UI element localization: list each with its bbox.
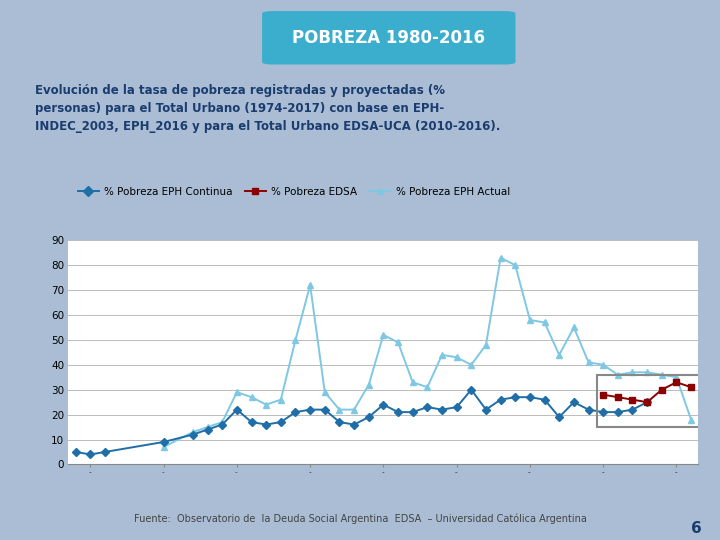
% Pobreza EDSA bbox=[613, 394, 622, 401]
Bar bbox=[598, 375, 703, 427]
% Pobreza EPH Actual bbox=[613, 372, 622, 378]
Legend: % Pobreza EPH Continua, % Pobreza EDSA, % Pobreza EPH Actual: % Pobreza EPH Continua, % Pobreza EDSA, … bbox=[73, 183, 514, 201]
% Pobreza EPH Continua bbox=[291, 409, 300, 415]
% Pobreza EPH Actual bbox=[657, 372, 666, 378]
% Pobreza EPH Actual bbox=[423, 384, 432, 390]
% Pobreza EDSA bbox=[657, 387, 666, 393]
% Pobreza EPH Actual bbox=[350, 407, 359, 413]
% Pobreza EPH Actual bbox=[570, 324, 578, 330]
% Pobreza EDSA bbox=[628, 396, 636, 403]
% Pobreza EPH Continua bbox=[496, 396, 505, 403]
Text: Evolución de la tasa de pobreza registradas y proyectadas (%
personas) para el T: Evolución de la tasa de pobreza registra… bbox=[35, 84, 500, 133]
% Pobreza EPH Continua bbox=[86, 451, 95, 458]
% Pobreza EPH Actual bbox=[203, 424, 212, 430]
% Pobreza EPH Actual bbox=[262, 401, 271, 408]
% Pobreza EPH Actual bbox=[438, 352, 446, 358]
% Pobreza EPH Actual bbox=[291, 336, 300, 343]
% Pobreza EPH Continua bbox=[350, 421, 359, 428]
% Pobreza EPH Continua bbox=[628, 407, 636, 413]
% Pobreza EPH Continua bbox=[233, 407, 241, 413]
% Pobreza EPH Continua bbox=[467, 387, 476, 393]
% Pobreza EPH Continua bbox=[408, 409, 417, 415]
% Pobreza EDSA bbox=[643, 399, 652, 406]
% Pobreza EPH Continua bbox=[526, 394, 534, 401]
% Pobreza EPH Continua bbox=[599, 409, 608, 415]
% Pobreza EPH Continua bbox=[159, 438, 168, 445]
% Pobreza EPH Actual bbox=[320, 389, 329, 395]
% Pobreza EPH Continua bbox=[71, 449, 80, 455]
% Pobreza EPH Actual bbox=[496, 254, 505, 261]
% Pobreza EPH Continua bbox=[247, 419, 256, 426]
% Pobreza EPH Actual bbox=[335, 407, 343, 413]
% Pobreza EPH Continua bbox=[276, 419, 285, 426]
% Pobreza EPH Actual bbox=[394, 339, 402, 346]
% Pobreza EPH Continua bbox=[335, 419, 343, 426]
% Pobreza EPH Continua bbox=[613, 409, 622, 415]
% Pobreza EPH Continua bbox=[379, 401, 387, 408]
% Pobreza EPH Continua bbox=[101, 449, 109, 455]
% Pobreza EPH Continua bbox=[540, 396, 549, 403]
% Pobreza EPH Actual bbox=[555, 352, 564, 358]
% Pobreza EPH Actual bbox=[467, 362, 476, 368]
Text: 6: 6 bbox=[691, 521, 702, 536]
% Pobreza EPH Continua bbox=[570, 399, 578, 406]
% Pobreza EPH Actual bbox=[218, 419, 227, 426]
% Pobreza EPH Actual bbox=[672, 374, 680, 381]
% Pobreza EPH Actual bbox=[643, 369, 652, 375]
% Pobreza EPH Actual bbox=[159, 444, 168, 450]
% Pobreza EPH Continua bbox=[423, 404, 432, 410]
% Pobreza EPH Actual bbox=[276, 396, 285, 403]
Line: % Pobreza EPH Continua: % Pobreza EPH Continua bbox=[73, 387, 650, 457]
% Pobreza EPH Continua bbox=[394, 409, 402, 415]
% Pobreza EPH Actual bbox=[526, 317, 534, 323]
Text: Fuente:  Observatorio de  la Deuda Social Argentina  EDSA  – Universidad Católic: Fuente: Observatorio de la Deuda Social … bbox=[134, 513, 586, 524]
% Pobreza EPH Actual bbox=[247, 394, 256, 401]
% Pobreza EPH Actual bbox=[599, 362, 608, 368]
Text: POBREZA 1980-2016: POBREZA 1980-2016 bbox=[292, 29, 485, 47]
% Pobreza EPH Continua bbox=[218, 421, 227, 428]
% Pobreza EPH Continua bbox=[262, 421, 271, 428]
% Pobreza EPH Continua bbox=[511, 394, 520, 401]
Line: % Pobreza EPH Actual: % Pobreza EPH Actual bbox=[161, 254, 694, 450]
% Pobreza EDSA bbox=[599, 392, 608, 398]
% Pobreza EPH Continua bbox=[584, 407, 593, 413]
Line: % Pobreza EDSA: % Pobreza EDSA bbox=[600, 379, 695, 406]
% Pobreza EPH Actual bbox=[364, 381, 373, 388]
% Pobreza EDSA bbox=[672, 379, 680, 386]
% Pobreza EPH Continua bbox=[452, 404, 461, 410]
% Pobreza EPH Actual bbox=[452, 354, 461, 361]
% Pobreza EPH Continua bbox=[189, 431, 197, 438]
% Pobreza EPH Continua bbox=[643, 399, 652, 406]
% Pobreza EPH Continua bbox=[555, 414, 564, 420]
% Pobreza EPH Continua bbox=[306, 407, 315, 413]
% Pobreza EPH Actual bbox=[628, 369, 636, 375]
% Pobreza EPH Continua bbox=[482, 407, 490, 413]
% Pobreza EPH Actual bbox=[408, 379, 417, 386]
% Pobreza EPH Actual bbox=[379, 332, 387, 338]
% Pobreza EPH Actual bbox=[687, 416, 696, 423]
% Pobreza EPH Continua bbox=[438, 407, 446, 413]
% Pobreza EPH Actual bbox=[482, 342, 490, 348]
% Pobreza EPH Continua bbox=[320, 407, 329, 413]
% Pobreza EPH Actual bbox=[233, 389, 241, 395]
% Pobreza EPH Actual bbox=[540, 319, 549, 326]
% Pobreza EPH Continua bbox=[364, 414, 373, 420]
% Pobreza EPH Actual bbox=[584, 359, 593, 366]
% Pobreza EPH Actual bbox=[189, 429, 197, 435]
% Pobreza EDSA bbox=[687, 384, 696, 390]
% Pobreza EPH Continua bbox=[203, 426, 212, 433]
% Pobreza EPH Actual bbox=[306, 282, 315, 288]
FancyBboxPatch shape bbox=[262, 11, 516, 65]
% Pobreza EPH Actual bbox=[511, 262, 520, 268]
